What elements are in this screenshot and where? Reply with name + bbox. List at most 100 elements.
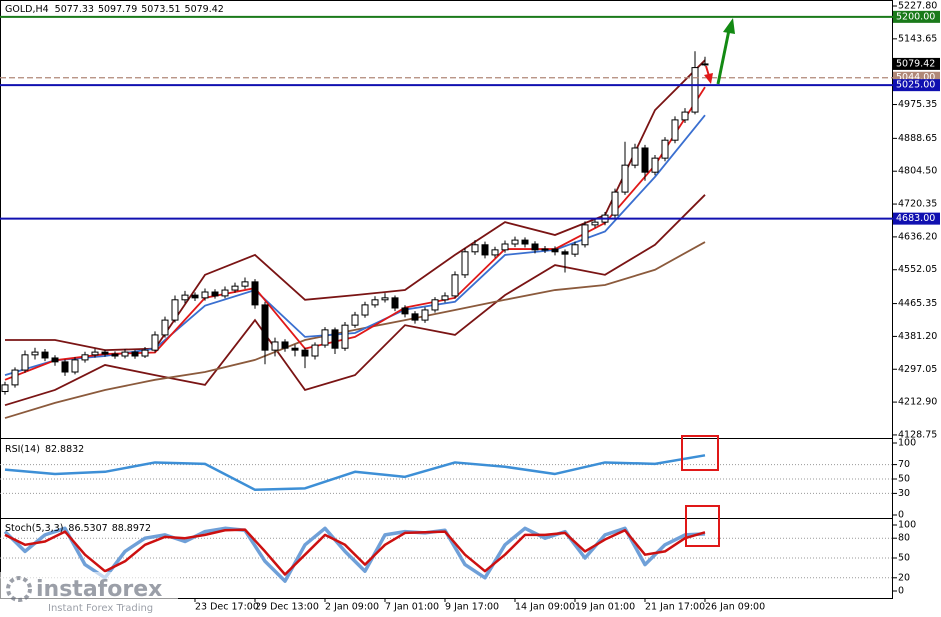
candle-body [71, 359, 79, 373]
x-tick-label: 2 Jan 09:00 [325, 602, 379, 613]
level-label: 5200.00 [896, 11, 935, 22]
candle-body [271, 341, 279, 351]
y-tick-label: 4297.05 [898, 364, 937, 375]
header-low: 5073.51 [141, 4, 180, 15]
y-tick-label: 0 [898, 510, 904, 521]
y-tick-label: 50 [898, 474, 910, 485]
candle-body [251, 281, 259, 306]
candle-body [211, 291, 219, 297]
candle-body [1, 384, 9, 393]
header-high: 5097.79 [98, 4, 137, 15]
y-tick-label: 4128.75 [898, 429, 937, 440]
candle-body [301, 349, 309, 357]
indicator-line [5, 59, 706, 352]
level-label-bg [893, 10, 940, 23]
x-tick-label: 7 Jan 01:00 [385, 602, 439, 613]
x-tick-label: 9 Jan 17:00 [445, 602, 499, 613]
symbol: GOLD,H4 [5, 4, 49, 15]
frame [0, 0, 893, 599]
rsi-title: RSI(14) [5, 444, 40, 455]
header-close: 5079.42 [185, 4, 224, 15]
candle-body [281, 341, 289, 349]
candle-body [701, 63, 709, 66]
indicator-line [4, 194, 706, 407]
y-tick-label: 70 [898, 459, 910, 470]
y-tick-label: 5143.65 [898, 33, 937, 44]
x-tick-label: 23 Dec 17:00 [195, 602, 259, 613]
candle-body [21, 354, 29, 371]
candle-body [531, 243, 539, 251]
y-tick-label: 4465.35 [898, 298, 937, 309]
candle-body [411, 313, 419, 321]
candle-body [541, 248, 549, 251]
candle-body [141, 349, 149, 357]
y-tick-label: 4381.20 [898, 331, 937, 342]
price-label: 5079.42 [896, 58, 935, 69]
candle-body [571, 244, 579, 255]
level-label: 4683.00 [896, 213, 935, 224]
candle-body [51, 357, 59, 363]
candle-body [521, 239, 529, 245]
candle-body [381, 297, 389, 301]
stoch-signal-value: 88.8972 [112, 523, 151, 534]
y-tick-label: 5227.80 [898, 1, 937, 12]
candle-body [591, 221, 599, 226]
candle-body [121, 351, 129, 357]
up-arrow [716, 29, 731, 85]
indicator-line [4, 528, 706, 576]
candle-body [161, 319, 169, 336]
candle-body [311, 344, 319, 357]
highlight-box [685, 505, 720, 547]
y-tick-label: 4552.05 [898, 264, 937, 275]
candle-body [641, 147, 649, 173]
y-tick-label: 0 [898, 586, 904, 597]
indicator-line [4, 454, 706, 492]
candle-body [561, 251, 569, 255]
y-tick-label: 100 [898, 520, 916, 531]
candle-body [111, 353, 119, 357]
candle-body [191, 294, 199, 299]
candle-body [471, 244, 479, 253]
indicator-line [3, 526, 706, 583]
down-arrow-head [704, 73, 713, 84]
candle-body [31, 351, 39, 356]
y-tick-label: 20 [898, 572, 910, 583]
candle-body [401, 307, 409, 315]
candle-body [611, 191, 619, 216]
candle-body [241, 281, 249, 287]
candle-body [291, 347, 299, 351]
candle-body [511, 239, 519, 245]
highlight-box [681, 435, 719, 471]
rsi-header: RSI(14) 82.8832 [5, 444, 84, 455]
watermark-brand: instaforex [36, 577, 162, 602]
candle-body [261, 304, 269, 351]
watermark-tagline: Instant Forex Trading [48, 603, 153, 614]
candle-body [501, 243, 509, 251]
level-label-bg [893, 212, 940, 225]
level-label: 5025.00 [896, 80, 935, 91]
y-tick-label: 4888.65 [898, 133, 937, 144]
header-open: 5077.33 [55, 4, 94, 15]
x-tick-label: 29 Dec 13:00 [255, 602, 319, 613]
x-tick-label: 26 Jan 09:00 [705, 602, 765, 613]
candle-body [581, 224, 589, 246]
candle-body [91, 351, 99, 356]
x-tick-label: 14 Jan 09:00 [515, 602, 575, 613]
stoch-title: Stoch(5,3,3) [5, 523, 63, 534]
y-tick-label: 4212.90 [898, 397, 937, 408]
candle-body [421, 309, 429, 321]
rsi-value: 82.8832 [45, 444, 84, 455]
watermark-logo [6, 576, 32, 602]
y-tick-label: 30 [898, 488, 910, 499]
candle-body [41, 351, 49, 359]
x-tick-label: 19 Jan 01:00 [575, 602, 635, 613]
candle-body [481, 244, 489, 256]
annotations [681, 18, 735, 547]
candle-body [461, 251, 469, 276]
candle-body [181, 294, 189, 301]
candle-body [201, 291, 209, 299]
candle-body [351, 314, 359, 326]
y-tick-label: 4804.50 [898, 166, 937, 177]
